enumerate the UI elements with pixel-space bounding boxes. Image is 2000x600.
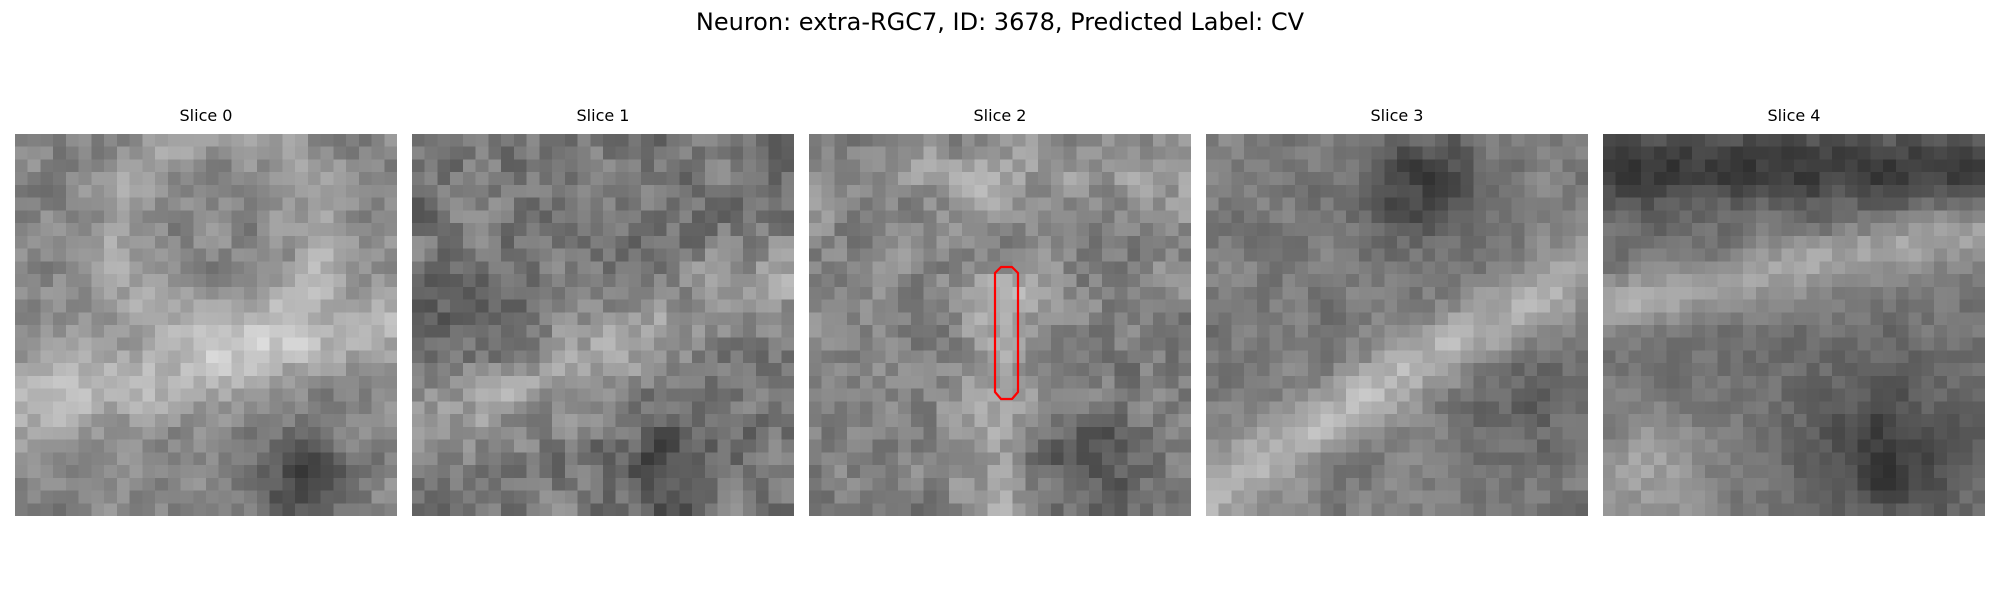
- slice-image: [809, 134, 1191, 516]
- slice-panel-1: Slice 1: [412, 106, 794, 520]
- slice-panel-0: Slice 0: [15, 106, 397, 520]
- slice-image: [412, 134, 794, 516]
- slice-image: [15, 134, 397, 516]
- slice-image: [1603, 134, 1985, 516]
- outline-path: [993, 265, 1020, 401]
- slice-title: Slice 1: [576, 106, 630, 125]
- slice-title: Slice 0: [179, 106, 233, 125]
- slice-title: Slice 4: [1767, 106, 1821, 125]
- slice-title: Slice 2: [973, 106, 1027, 125]
- segmentation-outline: [993, 265, 1020, 401]
- figure-title: Neuron: extra-RGC7, ID: 3678, Predicted …: [695, 8, 1305, 36]
- slice-panel-3: Slice 3: [1206, 106, 1588, 520]
- slice-title: Slice 3: [1370, 106, 1424, 125]
- slice-panel-2: Slice 2: [809, 106, 1191, 520]
- slice-panel-4: Slice 4: [1603, 106, 1985, 520]
- slice-image: [1206, 134, 1588, 516]
